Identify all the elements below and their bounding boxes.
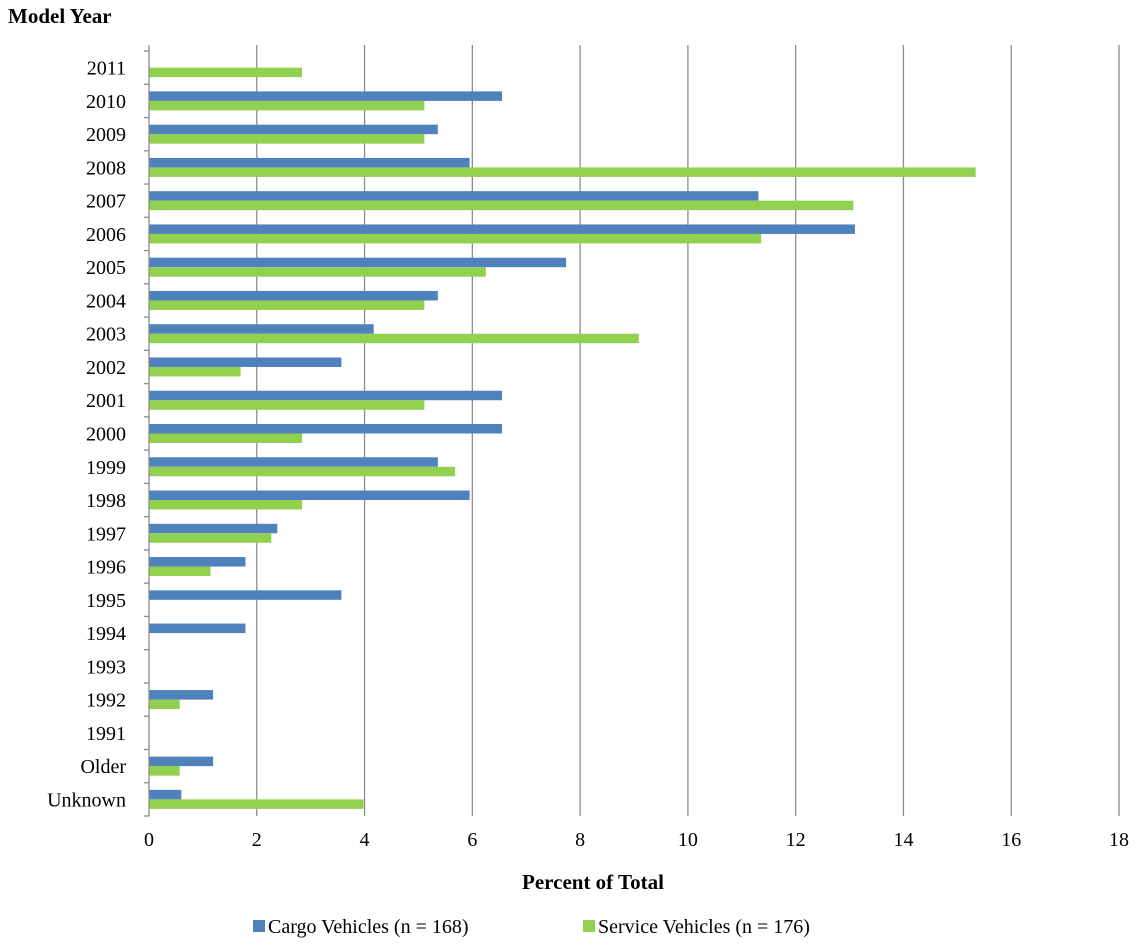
category-label-1993: 1993: [86, 656, 126, 678]
category-label-1999: 1999: [86, 457, 126, 479]
legend: Cargo Vehicles (n = 168) Service Vehicles…: [253, 916, 810, 938]
x-tick-label-8: 8: [575, 829, 585, 851]
x-tick-label-2: 2: [252, 829, 262, 851]
bar-cargo-2001: [149, 390, 502, 401]
bar-cargo-2003: [149, 324, 374, 334]
x-tick-labels: 0 2 4 6 8 10 12 14 16 18: [144, 829, 1129, 851]
bar-service-2009: [149, 134, 425, 144]
x-tick-label-14: 14: [893, 829, 913, 851]
legend-swatch-cargo: [253, 920, 265, 932]
category-label-older: Older: [80, 756, 126, 778]
bar-cargo-1996: [149, 557, 246, 567]
category-label-2000: 2000: [86, 424, 126, 446]
category-label-2009: 2009: [86, 124, 126, 146]
y-axis-title: Model Year: [8, 4, 112, 28]
category-label-2011: 2011: [87, 58, 126, 80]
bar-cargo-1994: [149, 623, 246, 634]
bar-service-1992: [149, 699, 180, 710]
bar-service-1996: [149, 566, 211, 577]
x-tick-label-18: 18: [1109, 829, 1129, 851]
bar-service-1998: [149, 500, 303, 510]
category-label-2001: 2001: [86, 390, 126, 412]
category-label-2010: 2010: [86, 91, 126, 113]
bar-cargo-2010: [149, 91, 502, 101]
category-label-1997: 1997: [86, 523, 126, 545]
bar-service-2008: [149, 167, 976, 177]
x-tick-label-6: 6: [467, 829, 477, 851]
bar-cargo-unknown: [149, 789, 182, 800]
bar-cargo-2008: [149, 157, 470, 168]
bar-service-2006: [149, 233, 762, 244]
bar-cargo-1995: [149, 590, 342, 600]
x-tick-label-12: 12: [786, 829, 806, 851]
x-axis-title: Percent of Total: [522, 870, 664, 894]
category-label-2007: 2007: [86, 191, 126, 213]
bar-cargo-2005: [149, 257, 567, 268]
category-label-2003: 2003: [86, 324, 126, 346]
bar-cargo-2007: [149, 191, 759, 201]
bars: [149, 67, 976, 809]
bar-cargo-2004: [149, 290, 438, 301]
bar-service-2007: [149, 200, 854, 211]
category-label-2005: 2005: [86, 257, 126, 279]
x-tick-label-16: 16: [1001, 829, 1021, 851]
bar-service-unknown: [149, 799, 364, 809]
x-tick-label-10: 10: [678, 829, 698, 851]
bar-service-2011: [149, 67, 303, 78]
bar-cargo-2009: [149, 124, 438, 135]
bar-cargo-older: [149, 756, 214, 767]
bar-cargo-1999: [149, 457, 438, 467]
category-label-1996: 1996: [86, 557, 126, 579]
bar-cargo-1992: [149, 690, 214, 700]
category-label-1998: 1998: [86, 490, 126, 512]
legend-label-cargo: Cargo Vehicles (n = 168): [268, 916, 469, 938]
category-label-unknown: Unknown: [47, 789, 126, 811]
category-label-2004: 2004: [86, 290, 126, 312]
bar-cargo-1997: [149, 523, 278, 534]
bar-cargo-2002: [149, 357, 342, 367]
bar-cargo-2006: [149, 224, 855, 234]
category-label-1995: 1995: [86, 590, 126, 612]
bar-cargo-2000: [149, 424, 502, 434]
x-tick-label-0: 0: [144, 829, 154, 851]
legend-swatch-service: [583, 920, 595, 932]
bar-service-2004: [149, 300, 425, 310]
bar-service-older: [149, 766, 180, 776]
x-tick-label-4: 4: [360, 829, 370, 851]
bar-service-1999: [149, 466, 456, 477]
category-label-2008: 2008: [86, 157, 126, 179]
bar-service-2005: [149, 267, 486, 277]
axes: [144, 45, 150, 817]
bar-service-2000: [149, 433, 303, 443]
category-label-2002: 2002: [86, 357, 126, 379]
legend-label-service: Service Vehicles (n = 176): [598, 916, 810, 938]
bar-service-2003: [149, 333, 639, 344]
category-label-1991: 1991: [86, 723, 126, 745]
bar-service-1997: [149, 533, 272, 543]
category-label-1992: 1992: [86, 690, 126, 712]
category-label-2006: 2006: [86, 224, 126, 246]
bar-service-2002: [149, 366, 241, 377]
category-labels: 2011 2010 2009 2008 2007 2006 2005 2004 2003 2002…: [47, 58, 126, 812]
bar-cargo-1998: [149, 490, 470, 501]
category-label-1994: 1994: [86, 623, 126, 645]
bar-service-2010: [149, 100, 425, 111]
bar-service-2001: [149, 400, 425, 410]
